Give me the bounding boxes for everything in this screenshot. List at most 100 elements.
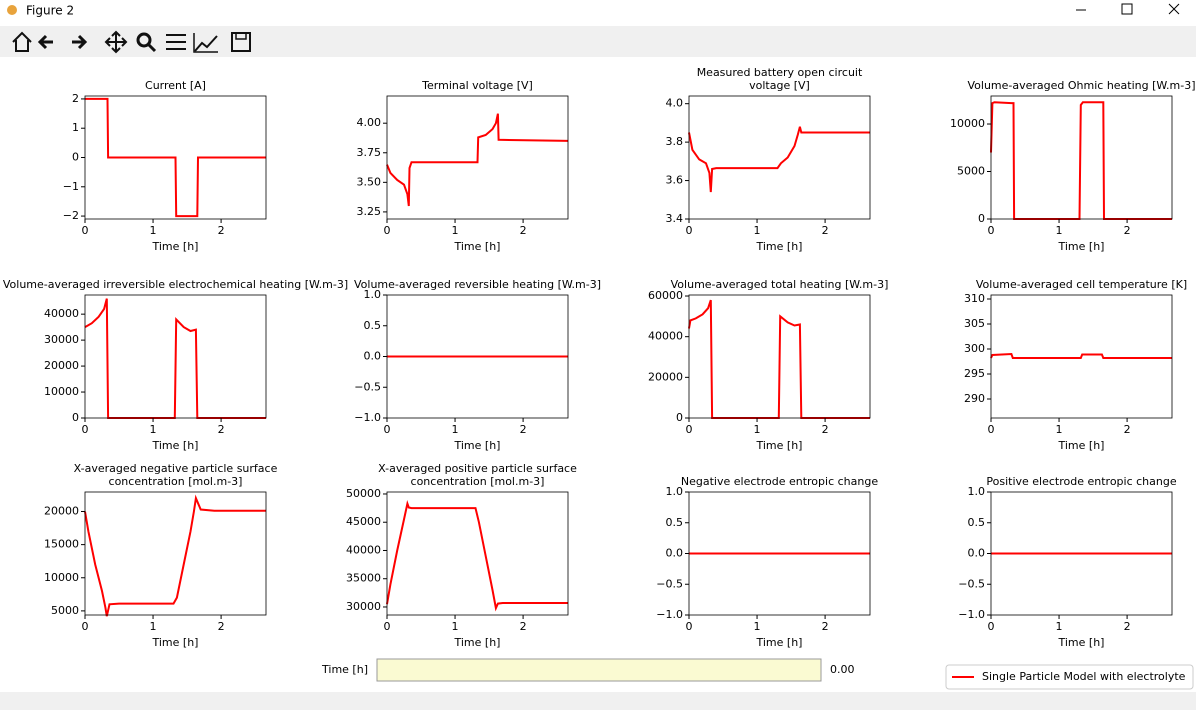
x-tick-label: 1	[452, 224, 459, 237]
maximize-button[interactable]	[1121, 3, 1133, 15]
edit-button[interactable]	[194, 35, 218, 52]
axes-frame	[688, 294, 871, 419]
y-tick-label: 4.0	[666, 97, 684, 110]
toolbar-icons	[12, 30, 251, 54]
y-tick-label: 10000	[44, 385, 79, 398]
time-slider[interactable]	[376, 658, 822, 682]
x-tick-label: 0	[686, 423, 693, 436]
y-tick-label: 300	[964, 342, 985, 355]
x-axis-label: Time [h]	[1058, 439, 1105, 452]
y-tick-label: 0	[978, 212, 985, 225]
x-tick-label: 1	[754, 620, 761, 633]
close-button[interactable]	[1168, 3, 1180, 15]
x-tick-label: 0	[686, 224, 693, 237]
y-tick-label: 10000	[44, 571, 79, 584]
x-tick-label: 2	[218, 224, 225, 237]
y-tick-label: 3.6	[666, 174, 684, 187]
x-axis-label: Time [h]	[1058, 240, 1105, 253]
x-tick-label: 0	[82, 423, 89, 436]
legend-label: Single Particle Model with electrolyte	[982, 670, 1186, 683]
slider-label: Time [h]	[321, 663, 368, 676]
y-tick-label: −0.5	[656, 577, 683, 590]
y-tick-label: 40000	[44, 307, 79, 320]
data-line	[85, 97, 266, 218]
chart-title: Volume-averaged irreversible electrochem…	[3, 278, 348, 291]
x-tick-label: 0	[988, 423, 995, 436]
x-tick-label: 1	[452, 423, 459, 436]
axes-frame	[386, 95, 569, 220]
x-tick-label: 0	[384, 224, 391, 237]
y-tick-label: 290	[964, 392, 985, 405]
x-axis-label: Time [h]	[454, 439, 501, 452]
data-line	[688, 126, 870, 193]
y-tick-label: 60000	[648, 289, 683, 302]
y-tick-label: 1.0	[968, 485, 986, 498]
y-tick-label: 4.00	[357, 116, 382, 129]
axes-frame	[688, 95, 871, 220]
x-tick-label: 2	[1124, 620, 1131, 633]
x-tick-label: 0	[82, 224, 89, 237]
axes-frame	[990, 294, 1173, 419]
x-tick-label: 0	[384, 423, 391, 436]
x-axis-label: Time [h]	[1058, 636, 1105, 649]
y-tick-label: 20000	[648, 370, 683, 383]
data-line	[386, 113, 569, 207]
data-line	[84, 298, 266, 419]
y-tick-label: −1.0	[354, 411, 381, 424]
data-line	[990, 352, 1172, 359]
y-tick-label: 10000	[950, 117, 985, 130]
chart-title: Current [A]	[145, 79, 206, 92]
x-tick-label: 0	[988, 620, 995, 633]
y-tick-label: 295	[964, 367, 985, 380]
x-axis-label: Time [h]	[454, 636, 501, 649]
chart-title: X-averaged positive particle surface	[378, 462, 577, 475]
x-tick-label: 2	[520, 620, 527, 633]
x-axis-label: Time [h]	[756, 240, 803, 253]
x-axis-label: Time [h]	[756, 636, 803, 649]
back-button[interactable]	[37, 34, 53, 50]
axes-frame	[84, 294, 267, 419]
y-tick-label: 20000	[44, 359, 79, 372]
x-tick-label: 0	[988, 224, 995, 237]
y-tick-label: 1.0	[364, 288, 382, 301]
chart-title: Terminal voltage [V]	[421, 79, 533, 92]
chart-title: Measured battery open circuit	[697, 66, 863, 79]
x-tick-label: 2	[1124, 224, 1131, 237]
y-tick-label: 3.25	[357, 205, 382, 218]
x-tick-label: 0	[82, 620, 89, 633]
x-tick-label: 1	[150, 620, 157, 633]
chart-title: Positive electrode entropic change	[986, 475, 1176, 488]
y-tick-label: 45000	[346, 515, 381, 528]
x-tick-label: 2	[218, 620, 225, 633]
x-tick-label: 0	[384, 620, 391, 633]
chart-title: concentration [mol.m-3]	[411, 475, 545, 488]
x-tick-label: 1	[452, 620, 459, 633]
x-tick-label: 1	[754, 224, 761, 237]
status-bar	[0, 692, 1196, 710]
axes-frame	[84, 491, 267, 616]
chart-title: X-averaged negative particle surface	[74, 462, 278, 475]
y-tick-label: 3.50	[357, 175, 382, 188]
y-tick-label: −0.5	[958, 577, 985, 590]
title-bar	[0, 0, 1196, 26]
chart-title: Volume-averaged cell temperature [K]	[976, 278, 1187, 291]
zoom-button[interactable]	[136, 32, 152, 48]
slider-value: 0.00	[830, 663, 855, 676]
y-tick-label: 0	[676, 411, 683, 424]
home-button[interactable]	[12, 31, 32, 52]
y-tick-label: 35000	[346, 572, 381, 585]
x-tick-label: 2	[218, 423, 225, 436]
configure-button[interactable]	[166, 34, 186, 50]
x-tick-label: 1	[1056, 620, 1063, 633]
y-tick-label: 3.4	[666, 212, 684, 225]
x-tick-label: 1	[1056, 224, 1063, 237]
pan-button[interactable]	[104, 30, 128, 54]
forward-button[interactable]	[72, 34, 88, 50]
x-tick-label: 1	[150, 423, 157, 436]
y-tick-label: 1	[72, 121, 79, 134]
axes-frame	[990, 95, 1173, 220]
app-icon	[7, 5, 17, 15]
y-tick-label: 0.5	[666, 516, 684, 529]
x-axis-label: Time [h]	[152, 240, 199, 253]
